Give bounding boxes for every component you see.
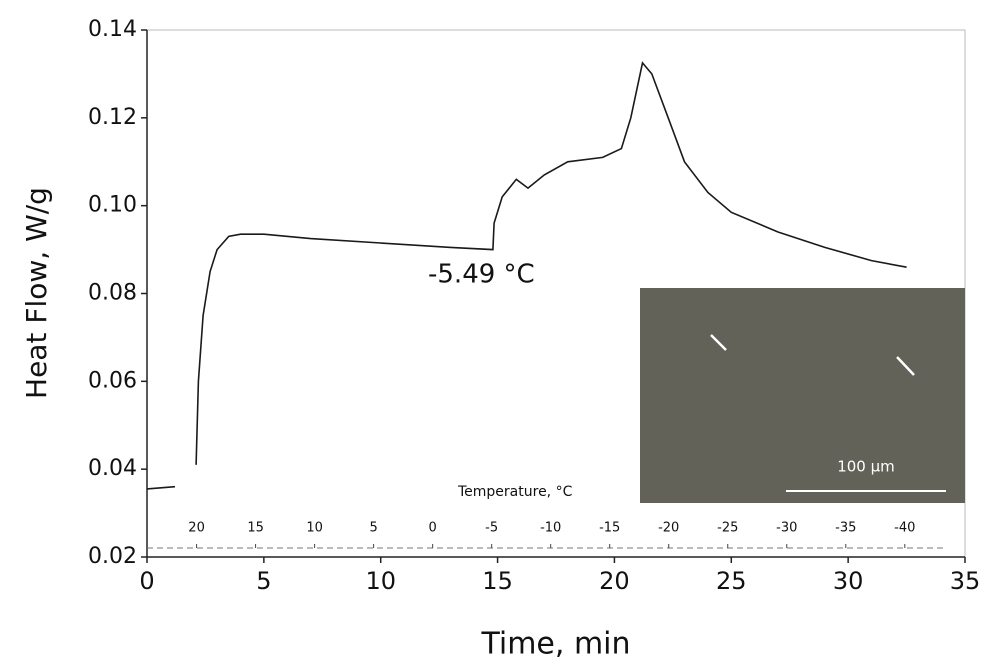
temperature-tick-label: -25 [717,521,738,536]
temperature-tick-label: 20 [188,521,205,536]
x-tick-label: 0 [139,567,154,595]
inset-shade [640,288,965,503]
temperature-tick-label: -5 [485,521,498,536]
scale-bar-label: 100 µm [837,458,895,476]
x-tick-label: 25 [716,567,747,595]
y-axis-label: Heat Flow, W/g [20,187,53,399]
temperature-tick-label: -40 [894,521,915,536]
data-line [146,61,907,490]
y-tick-label: 0.12 [88,105,137,130]
temperature-tick-label: 15 [247,521,264,536]
y-tick-label: 0.06 [88,368,137,393]
y-tick-label: 0.04 [88,456,137,481]
x-tick-label: 20 [599,567,630,595]
x-axis-label: Time, min [480,627,630,662]
x-tick-label: 30 [833,567,864,595]
temperature-axis-label: Temperature, °C [457,484,573,500]
x-tick-label: 35 [950,567,981,595]
arrow [710,334,727,351]
temperature-tick-label: -15 [599,521,620,536]
temperature-tick-label: 10 [306,521,323,536]
arrow [896,356,915,376]
temperature-tick-label: 5 [369,521,377,536]
temperature-tick-label: -10 [540,521,561,536]
temperature-tick-label: 0 [429,521,437,536]
temperature-tick-label: -35 [835,521,856,536]
inset-image [640,288,965,503]
y-tick-label: 0.02 [88,544,137,569]
x-tick-label: 5 [256,567,271,595]
y-tick-label: 0.10 [88,193,137,218]
x-tick-label: 15 [482,567,513,595]
annotation: -5.49 °C [428,260,535,290]
temperature-tick-label: -20 [658,521,679,536]
y-tick-label: 0.08 [88,281,137,306]
y-tick-label: 0.14 [88,17,137,42]
temperature-tick-label: -30 [776,521,797,536]
x-tick-label: 10 [365,567,396,595]
inset: 100 µm [640,288,965,503]
